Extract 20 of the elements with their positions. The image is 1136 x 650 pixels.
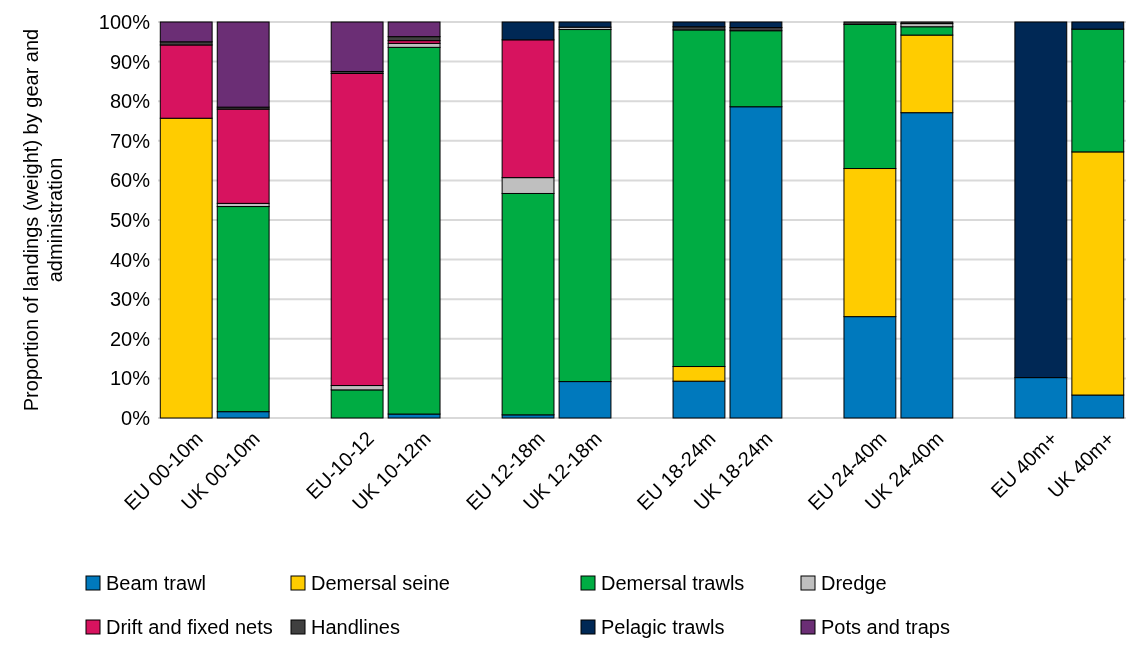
legend-label: Drift and fixed nets	[106, 616, 273, 638]
legend-label: Handlines	[311, 616, 400, 638]
y-tick-label: 0%	[121, 407, 151, 429]
y-tick-label: 30%	[109, 288, 151, 311]
y-tick-label: 20%	[109, 327, 151, 350]
y-tick-label: 90%	[109, 50, 151, 73]
y-tick-label: 50%	[109, 209, 151, 231]
legend-label: Demersal trawls	[601, 572, 745, 594]
y-tick-label: 40%	[109, 248, 151, 271]
y-tick-label: 100%	[98, 11, 151, 33]
y-tick-label: 10%	[109, 367, 151, 390]
legend-label: Beam trawl	[106, 572, 207, 594]
y-axis-title: Proportion of landings (weight) by gear and administration	[20, 28, 66, 412]
legend-label: Demersal seine	[311, 572, 450, 594]
y-tick-label: 80%	[109, 90, 151, 113]
legend-label: Dredge	[821, 572, 887, 594]
y-tick-label: 60%	[109, 169, 151, 192]
y-tick-label: 70%	[109, 129, 151, 152]
legend-label: Pots and traps	[821, 616, 950, 638]
legend-label: Pelagic trawls	[601, 616, 725, 638]
